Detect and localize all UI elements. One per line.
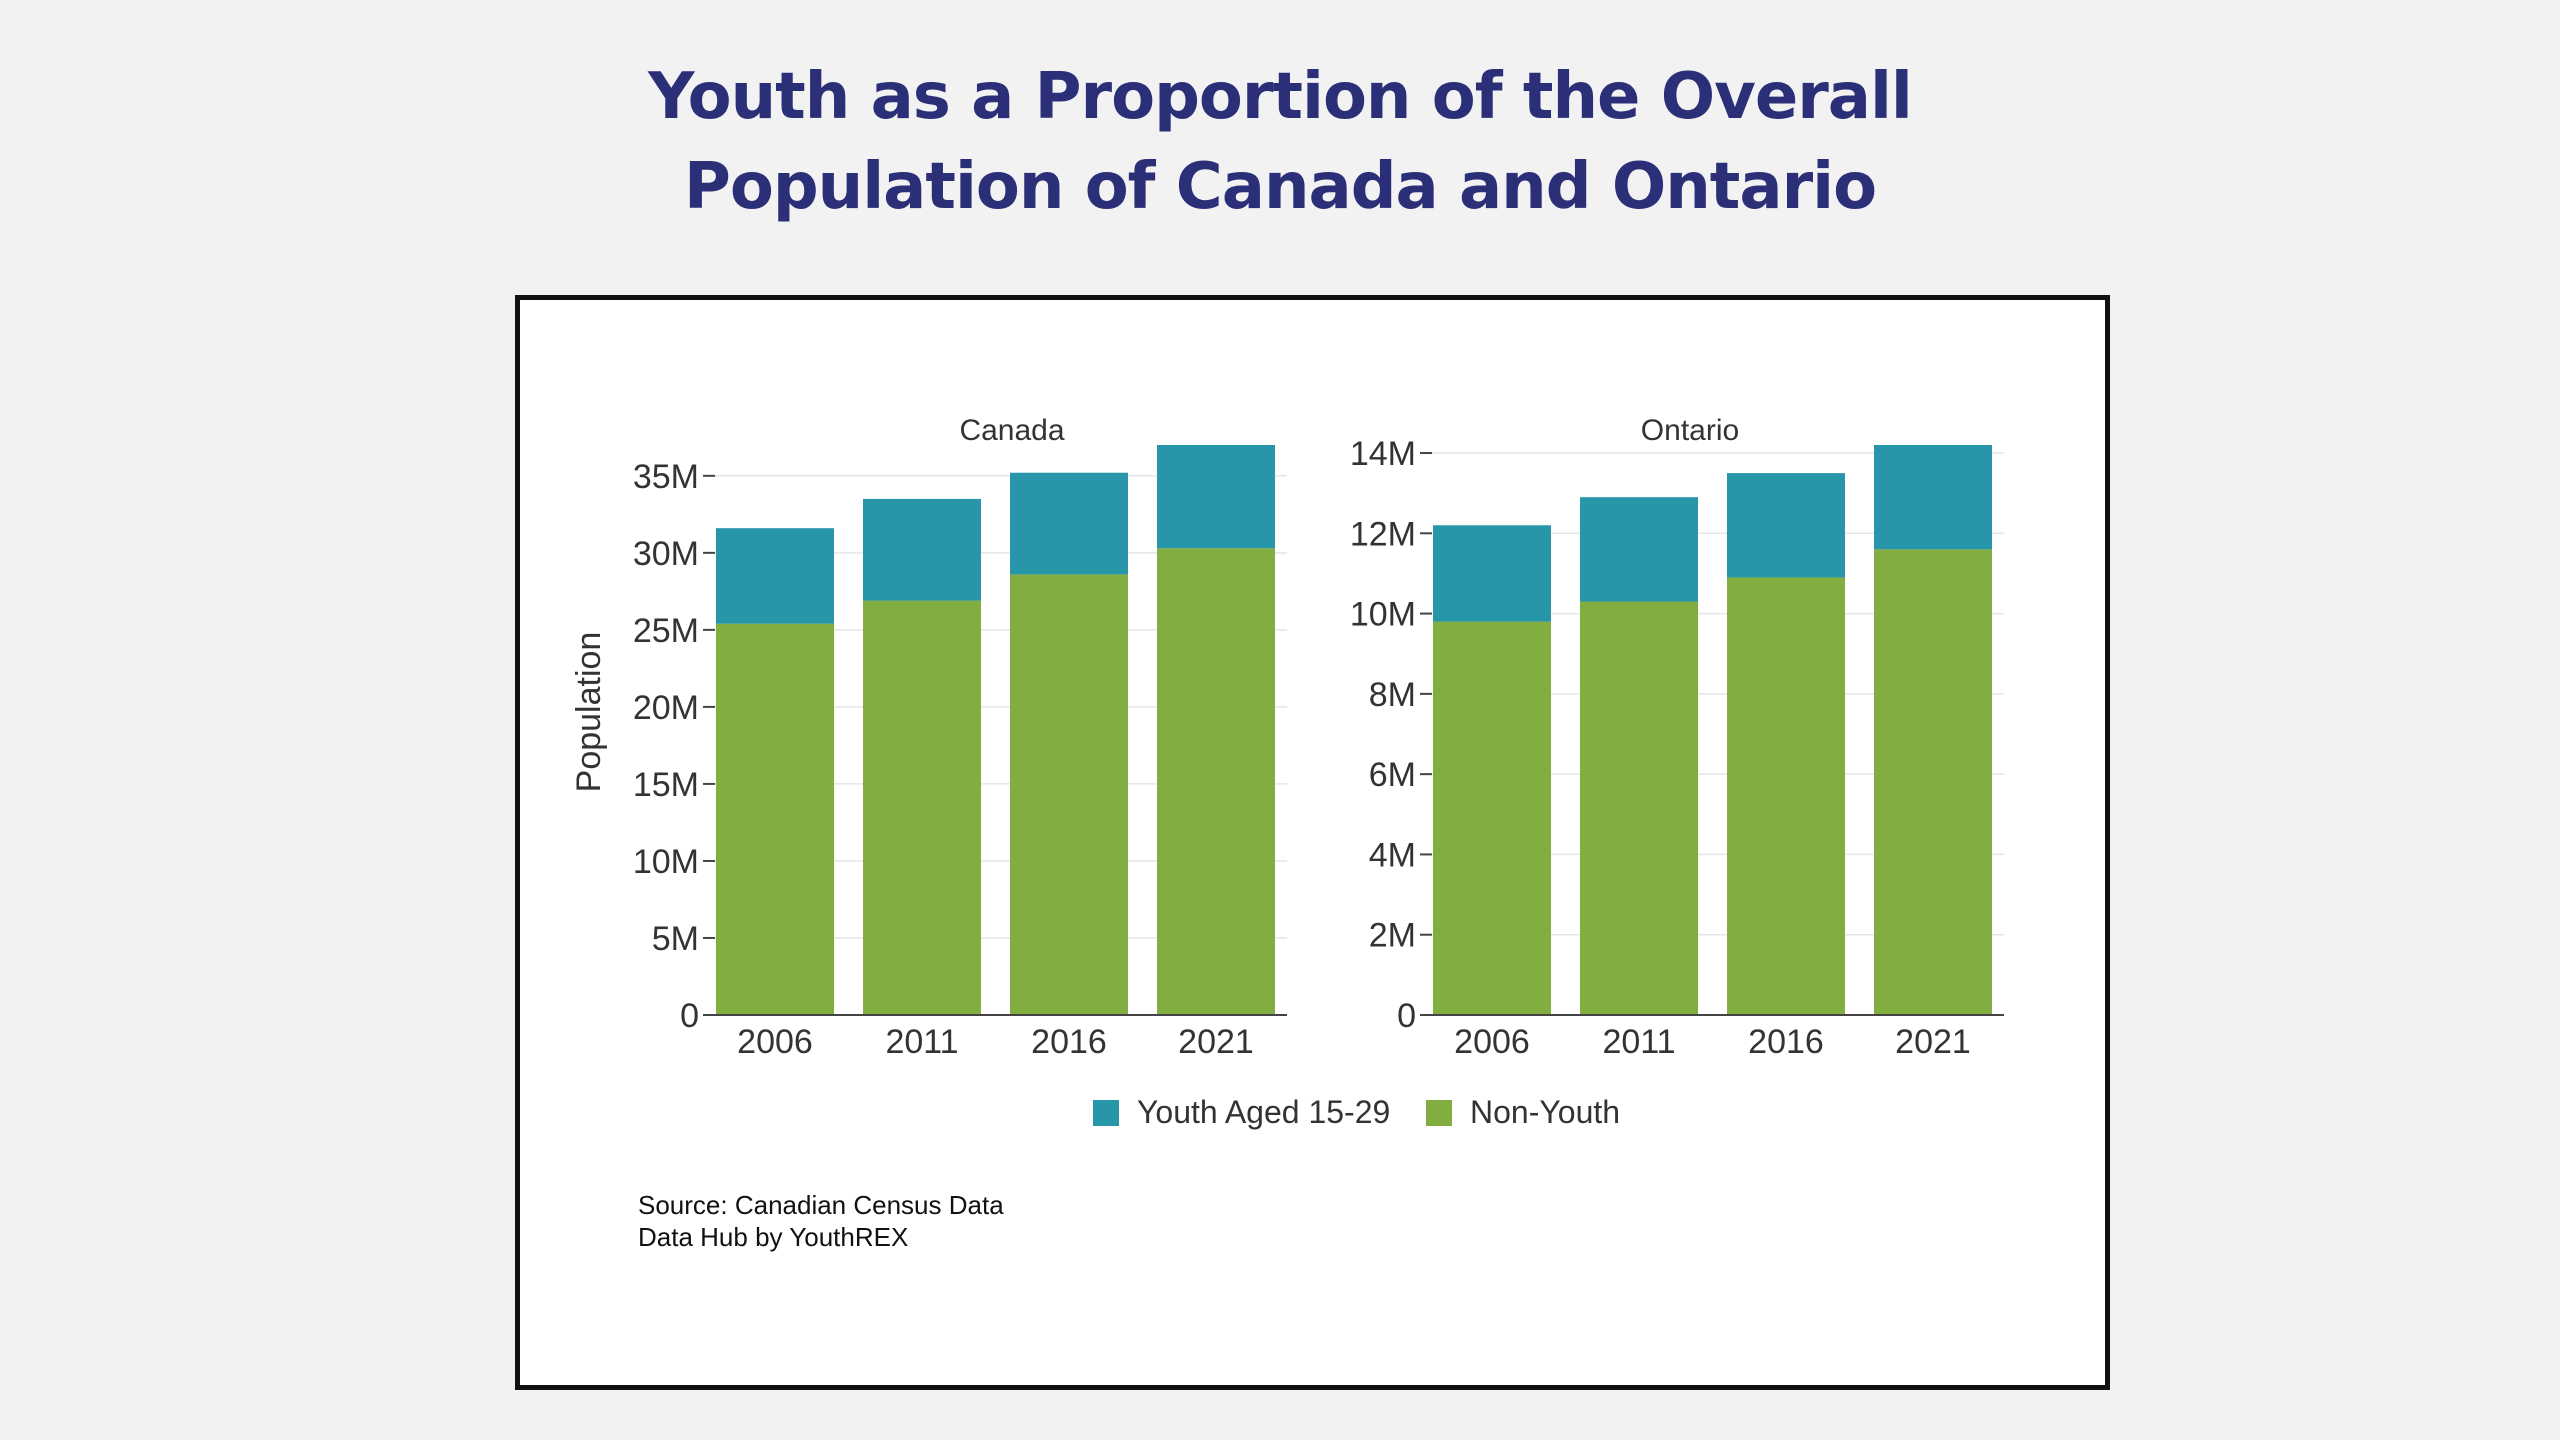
canada-y-tick-label: 10M (633, 843, 699, 881)
ontario-bar-youth-2011 (1580, 497, 1698, 602)
ontario-bar-non-youth-2011 (1580, 601, 1698, 1015)
canada-bar-youth-2021 (1157, 445, 1275, 549)
canada-y-tick-label: 15M (633, 766, 699, 804)
ontario-y-tick-label: 12M (1350, 515, 1416, 553)
source-line-1: Source: Canadian Census Data (638, 1190, 1004, 1220)
ontario-x-tick-label: 2021 (1895, 1023, 1971, 1061)
canada-x-tick-label: 2021 (1178, 1023, 1254, 1061)
source-note: Source: Canadian Census Data Data Hub by… (638, 1190, 1004, 1252)
y-axis-title: Population (570, 632, 608, 793)
page-title-line-1: Youth as a Proportion of the Overall (648, 60, 1913, 134)
canada-bar-non-youth-2021 (1157, 548, 1275, 1015)
ontario-y-tick-label: 4M (1369, 836, 1416, 874)
canada-y-tick-label: 20M (633, 689, 699, 727)
ontario-x-tick-label: 2006 (1454, 1023, 1530, 1061)
canada-panel-title: Canada (959, 414, 1064, 447)
canada-bar-non-youth-2006 (716, 623, 834, 1015)
ontario-bar-non-youth-2006 (1433, 621, 1551, 1015)
ontario-bar-youth-2016 (1727, 473, 1845, 578)
legend-swatch-youth (1093, 1100, 1119, 1126)
legend: Youth Aged 15-29 Non-Youth (1093, 1094, 1620, 1130)
canada-x-tick-label: 2016 (1031, 1023, 1107, 1061)
page-title: Youth as a Proportion of the Overall Pop… (0, 52, 2560, 232)
legend-label-non-youth: Non-Youth (1470, 1094, 1620, 1130)
canada-y-tick-label: 25M (633, 612, 699, 650)
panel-ontario: 0 2M 4M 6M 8M 10M 12M 14M 2006 2011 2016 2021 Ontari… (1350, 414, 2004, 1061)
canada-y-tick-label: 5M (652, 920, 699, 958)
ontario-y-tick-label: 8M (1369, 676, 1416, 714)
chart-frame: 0 5M 10M 15M 20M 25M 30M 35M 2006 2011 2016 2021 Can… (515, 295, 2110, 1390)
panel-canada: 0 5M 10M 15M 20M 25M 30M 35M 2006 2011 2016 2021 Can… (633, 414, 1287, 1061)
canada-x-tick-label: 2006 (737, 1023, 813, 1061)
ontario-y-tick-label: 0 (1397, 997, 1416, 1035)
canada-y-tick-label: 30M (633, 535, 699, 573)
ontario-y-tick-label: 6M (1369, 756, 1416, 794)
ontario-x-tick-label: 2016 (1748, 1023, 1824, 1061)
ontario-y-tick-label: 2M (1369, 917, 1416, 955)
source-line-2: Data Hub by YouthREX (638, 1222, 908, 1252)
canada-y-tick-label: 35M (633, 458, 699, 496)
canada-bar-youth-2011 (863, 498, 981, 601)
chart-canvas: 0 5M 10M 15M 20M 25M 30M 35M 2006 2011 2016 2021 Can… (570, 414, 2004, 1252)
canada-bar-non-youth-2011 (863, 600, 981, 1015)
ontario-bar-youth-2006 (1433, 525, 1551, 622)
page-title-line-2: Population of Canada and Ontario (683, 150, 1877, 224)
ontario-y-tick-label: 10M (1350, 596, 1416, 634)
ontario-y-tick-label: 14M (1350, 435, 1416, 473)
canada-bar-youth-2016 (1010, 472, 1128, 575)
canada-bar-youth-2006 (716, 528, 834, 624)
ontario-bar-non-youth-2021 (1874, 549, 1992, 1015)
ontario-panel-title: Ontario (1641, 414, 1739, 447)
ontario-bar-non-youth-2016 (1727, 577, 1845, 1015)
canada-bar-non-youth-2016 (1010, 574, 1128, 1015)
canada-x-tick-label: 2011 (885, 1023, 958, 1061)
legend-swatch-non-youth (1426, 1100, 1452, 1126)
ontario-bar-youth-2021 (1874, 445, 1992, 550)
legend-label-youth: Youth Aged 15-29 (1137, 1094, 1390, 1130)
ontario-x-tick-label: 2011 (1602, 1023, 1675, 1061)
canada-y-tick-label: 0 (680, 997, 699, 1035)
